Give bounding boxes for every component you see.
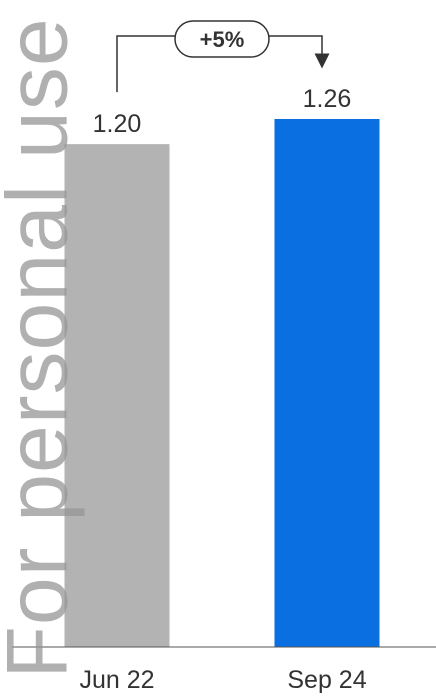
value-label: 1.20 bbox=[93, 110, 142, 138]
category-label: Sep 24 bbox=[287, 666, 366, 694]
bar-jun-22 bbox=[64, 144, 170, 647]
change-badge bbox=[174, 20, 270, 58]
value-label: 1.26 bbox=[303, 85, 352, 113]
bar-sep-24 bbox=[274, 119, 380, 647]
category-label: Jun 22 bbox=[79, 666, 154, 694]
change-label: +5% bbox=[200, 27, 245, 52]
